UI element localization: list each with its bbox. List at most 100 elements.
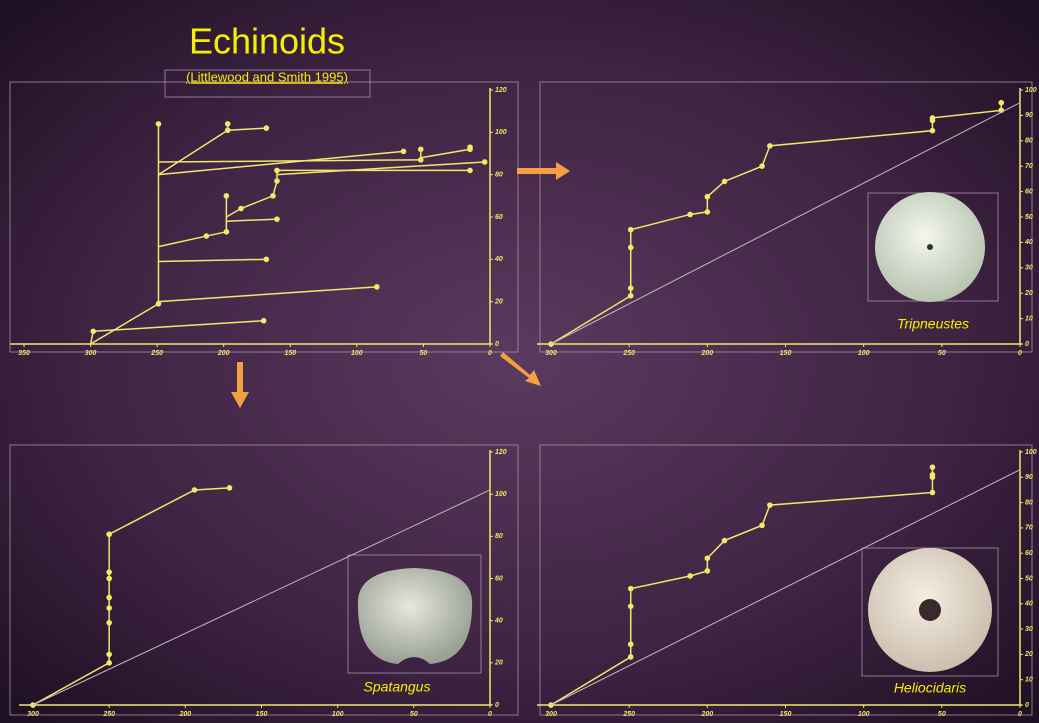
point (106, 594, 112, 601)
point (627, 292, 634, 299)
node (263, 125, 270, 131)
x-tick-label: 150 (780, 711, 792, 718)
y-tick-label: 100 (1025, 87, 1037, 94)
point (106, 651, 112, 658)
y-tick-label: 40 (1024, 601, 1033, 608)
point (704, 555, 711, 562)
point (767, 143, 773, 149)
y-tick-label: 120 (495, 87, 507, 94)
y-tick-label: 70 (1025, 163, 1033, 170)
point (627, 654, 634, 660)
node (223, 229, 230, 235)
x-tick-label: 300 (27, 711, 39, 718)
y-tick-label: 20 (494, 299, 503, 306)
y-tick-label: 40 (494, 618, 503, 625)
x-tick-label: 150 (780, 350, 792, 357)
y-tick-label: 60 (1025, 550, 1033, 557)
node (90, 328, 97, 335)
x-tick-label: 100 (332, 711, 344, 718)
x-tick-label: 50 (938, 711, 946, 718)
y-tick-label: 80 (1025, 499, 1033, 506)
point (627, 585, 634, 592)
x-tick-label: 200 (217, 350, 230, 357)
y-tick-label: 100 (1025, 449, 1037, 456)
node (263, 256, 270, 263)
series-line (550, 469, 1021, 706)
node (400, 148, 407, 155)
x-tick-label: 0 (1018, 711, 1022, 718)
node (270, 193, 276, 199)
frames (9, 69, 1033, 716)
tree-branch (158, 129, 229, 176)
y-tick-label: 30 (1025, 265, 1033, 272)
slide-subtitle: (Littlewood and Smith 1995) (186, 69, 348, 84)
point (759, 163, 765, 169)
point (998, 99, 1005, 106)
y-tick-label: 20 (494, 660, 503, 667)
point (929, 489, 936, 496)
x-tick-label: 100 (351, 350, 363, 357)
node (155, 300, 162, 307)
specimen-label: Spatangus (364, 679, 431, 695)
point (627, 226, 634, 233)
point (106, 605, 112, 611)
node (467, 144, 473, 150)
point (627, 641, 634, 648)
point (627, 603, 634, 610)
arrows (231, 162, 570, 408)
y-tick-label: 90 (1025, 474, 1033, 481)
specimen-image (919, 599, 941, 621)
tree-branch (90, 303, 159, 345)
node (260, 317, 267, 324)
tree-branch (240, 195, 274, 210)
node (481, 159, 488, 165)
x-tick-label: 300 (85, 350, 97, 357)
tree-branch (158, 159, 421, 163)
point (759, 522, 765, 529)
x-tick-label: 200 (178, 711, 191, 718)
y-tick-label: 80 (495, 172, 503, 179)
point (929, 127, 936, 134)
y-tick-label: 50 (1025, 575, 1033, 582)
series-line (550, 102, 1021, 345)
x-tick-label: 250 (102, 711, 115, 718)
y-tick-label: 80 (1025, 138, 1033, 145)
x-tick-label: 50 (420, 350, 428, 357)
node (223, 193, 230, 199)
y-tick-label: 100 (495, 129, 507, 136)
node (224, 127, 231, 134)
point (929, 464, 936, 470)
x-tick-label: 50 (938, 350, 946, 357)
point (106, 575, 112, 582)
point (767, 502, 773, 508)
point (627, 285, 634, 291)
x-tick-label: 100 (858, 711, 870, 718)
specimen-label: Heliocidaris (894, 680, 966, 696)
point (226, 485, 233, 491)
point (687, 211, 693, 218)
tree-branch (158, 258, 267, 263)
y-tick-label: 120 (495, 449, 507, 456)
x-tick-label: 50 (410, 711, 418, 718)
y-tick-label: 80 (495, 533, 503, 540)
node (203, 233, 210, 239)
y-tick-label: 90 (1025, 112, 1033, 119)
y-tick-label: 60 (495, 575, 503, 582)
specimen-image (927, 244, 933, 250)
point (106, 619, 112, 626)
node (155, 121, 162, 127)
point (627, 244, 634, 251)
y-tick-label: 10 (1025, 315, 1033, 322)
x-tick-label: 0 (488, 350, 492, 357)
x-tick-label: 0 (488, 711, 492, 718)
node (417, 146, 424, 153)
x-tick-label: 200 (700, 350, 713, 357)
point (721, 178, 728, 185)
node (467, 167, 473, 174)
point (929, 115, 936, 121)
specimen-image (357, 568, 473, 664)
tree-branch (227, 127, 267, 131)
node (238, 205, 244, 212)
y-tick-label: 30 (1025, 626, 1033, 633)
